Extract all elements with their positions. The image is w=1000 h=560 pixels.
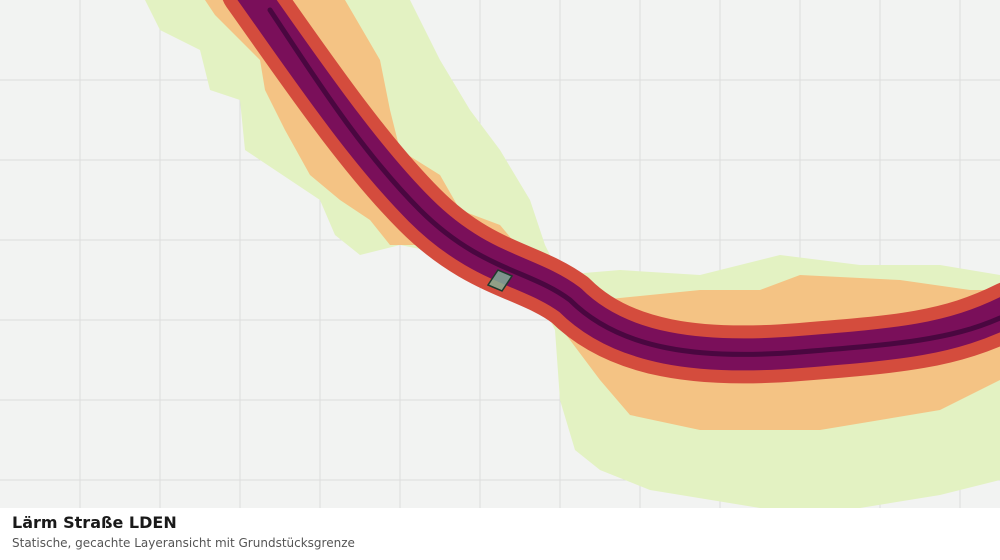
noise-zone-max — [267, 7, 1000, 357]
title: Lärm Straße LDEN — [12, 513, 177, 532]
subtitle: Statische, gecachte Layeransicht mit Gru… — [12, 536, 355, 550]
parcel-boundary[interactable] — [486, 269, 514, 292]
road-noise — [223, 0, 1000, 384]
noise-zone-medium — [205, 0, 1000, 430]
map — [0, 0, 1000, 508]
